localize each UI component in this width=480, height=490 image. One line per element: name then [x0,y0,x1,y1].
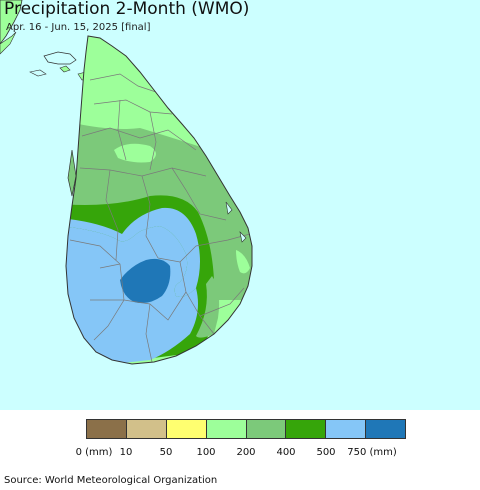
legend-swatch [126,420,167,438]
legend-swatch [166,420,207,438]
class-100-200-east-pocket [236,250,250,274]
legend-tick-label: 0 (mm) [75,447,113,458]
legend-tick-label: 100 [196,447,216,458]
map-title: Precipitation 2-Month (WMO) [4,0,250,19]
jaffna-lagoon [43,51,77,65]
legend-tick-label: 200 [236,447,256,458]
reef-outline [29,69,47,77]
india-coast-inlet [0,31,17,55]
legend-swatch [366,420,405,438]
class-750-plus [120,258,171,304]
legend-tick-label: 50 [159,447,173,458]
class-100-200-pocket [114,143,156,163]
class-200-400-east [196,276,220,338]
precipitation-map: Precipitation 2-Month (WMO) Apr. 16 - Ju… [0,0,480,410]
legend-tick-label: 500 [316,447,336,458]
legend-swatch [246,420,287,438]
source-credit: Source: World Meteorological Organizatio… [4,475,218,486]
east-lagoons [225,201,247,243]
legend-tick-label: 750 (mm) [347,447,397,458]
legend-swatch [326,420,367,438]
class-500-750 [66,207,200,297]
legend-tick-label: 400 [276,447,296,458]
legend-swatch [87,420,127,438]
legend-tick-label: 10 [119,447,133,458]
precipitation-fill [66,36,252,364]
india-coast [0,0,23,45]
map-subtitle: Apr. 16 - Jun. 15, 2025 [final] [6,22,151,33]
kalpitiya-peninsula [67,149,77,197]
legend-colorbar [86,419,406,439]
legend-swatch [286,420,327,438]
district-boundaries [69,73,251,363]
legend-swatch [206,420,247,438]
small-island [59,65,71,73]
map-canvas [0,0,480,410]
